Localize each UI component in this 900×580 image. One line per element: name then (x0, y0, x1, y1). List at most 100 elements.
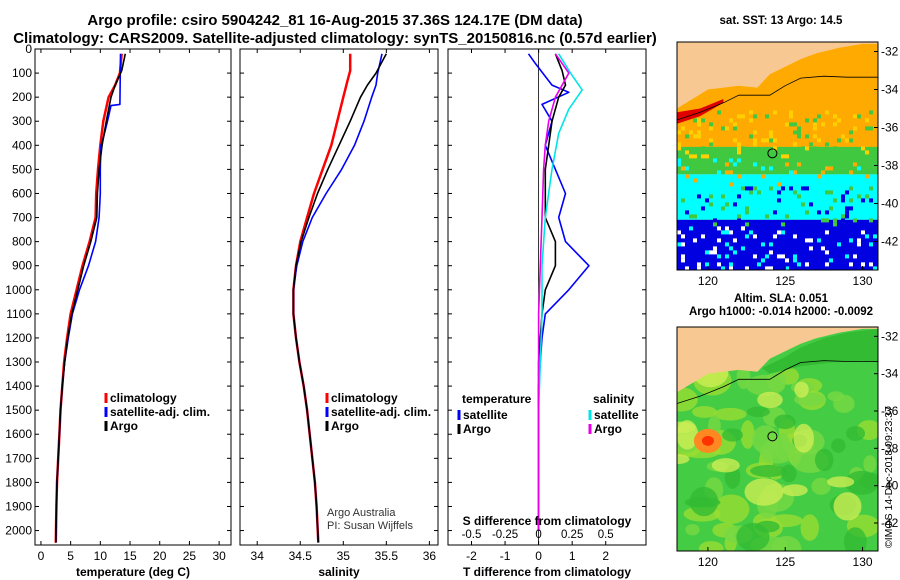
y-tick-label: 500 (12, 162, 32, 176)
sla-blob (794, 381, 809, 398)
sst-pixel (749, 186, 753, 191)
sst-band-green (677, 146, 878, 175)
plot-frame (34, 48, 232, 546)
sst-pixel (793, 258, 797, 263)
y-tick-label: 1800 (5, 475, 32, 489)
sla-blob (685, 524, 700, 536)
sst-pixel (685, 150, 689, 155)
sst-pixel (721, 178, 725, 183)
sst-pixel (797, 162, 801, 167)
sst-pixel (769, 250, 773, 255)
sst-pixel (729, 230, 733, 235)
x-tick-label: 1 (569, 549, 576, 563)
x-tick-label: 35 (337, 549, 351, 563)
sst-pixel (741, 186, 745, 191)
sst-pixel (713, 158, 717, 163)
sst-pixel (681, 126, 685, 131)
sst-pixel (685, 174, 689, 179)
map-body (677, 327, 878, 551)
y-tick-label: 1600 (5, 427, 32, 441)
sst-pixel (853, 126, 857, 131)
x-axis-label: salinity (318, 565, 360, 579)
sst-pixel (697, 266, 701, 270)
sst-pixel (745, 222, 749, 227)
sst-pixel (713, 182, 717, 187)
sst-pixel (841, 194, 845, 199)
sst-pixel (729, 246, 733, 251)
sst-pixel (849, 170, 853, 175)
sst-pixel (737, 146, 741, 151)
difference-panel: -2 -1 0 1 2 T difference from climatology temp… (447, 48, 647, 579)
sla-blob (677, 421, 696, 433)
map-y-tick-label: -34 (881, 367, 899, 381)
land-mass (677, 42, 878, 109)
sst-pixel (853, 218, 857, 223)
sst-pixel (849, 186, 853, 191)
sst-pixel (769, 138, 773, 143)
sst-pixel (833, 146, 837, 151)
sst-pixel (733, 162, 737, 167)
sst-map-title: sat. SST: 13 Argo: 14.5 (719, 15, 843, 27)
sst-pixel (749, 230, 753, 235)
sst-pixel (725, 202, 729, 207)
sst-pixel (833, 198, 837, 203)
sst-pixel (857, 242, 861, 247)
x-tick-label: 35.5 (375, 549, 399, 563)
argo-position-marker (767, 431, 778, 442)
x-axis-label: temperature (deg C) (76, 565, 190, 579)
sst-pixel (777, 182, 781, 187)
sst-pixel (749, 190, 753, 195)
sst-pixel (745, 206, 749, 211)
sst-pixel (833, 114, 837, 119)
sst-pixel (861, 262, 865, 267)
sst-pixel (721, 230, 725, 235)
sst-pixel (781, 186, 785, 191)
y-tick-label: 300 (12, 114, 32, 128)
series-group (54, 53, 127, 543)
sst-pixel (697, 178, 701, 183)
sst-pixel (793, 130, 797, 135)
land-mass (677, 327, 878, 393)
sla-blob (800, 514, 819, 541)
sst-pixel (817, 174, 821, 179)
sst-pixel (845, 222, 849, 227)
x-axis-label: T difference from climatology (463, 565, 631, 579)
x-tick-label: 10 (94, 549, 108, 563)
sst-pixel (749, 118, 753, 123)
sst-pixel (865, 194, 869, 199)
sst-pixel (845, 210, 849, 215)
sst-pixel (697, 194, 701, 199)
sst-pixel (829, 166, 833, 171)
sst-pixel (741, 226, 745, 231)
sst-pixel (677, 162, 681, 167)
sst-pixel (809, 246, 813, 251)
sst-pixel (849, 138, 853, 143)
sst-pixel (717, 170, 721, 175)
sst-pixel (845, 254, 849, 259)
sla-blob (699, 541, 724, 551)
sst-pixel (825, 262, 829, 267)
sst-band-blue (677, 219, 878, 270)
sst-pixel (773, 110, 777, 115)
sst-pixel (693, 238, 697, 243)
map-y-tick-label: -42 (881, 516, 899, 530)
y-tick-label: 400 (12, 138, 32, 152)
sst-pixel (701, 118, 705, 123)
sst-pixel (861, 230, 865, 235)
sst-pixel (845, 206, 849, 211)
map-x-tick-label: 125 (775, 555, 795, 569)
sst-pixel (853, 254, 857, 259)
map-y-tick-label: -40 (881, 479, 899, 493)
sst-pixel (685, 166, 689, 171)
sst-pixel (729, 118, 733, 123)
sst-pixel (825, 142, 829, 147)
sst-pixel (781, 154, 785, 159)
sst-pixel (777, 230, 781, 235)
sst-pixel (781, 254, 785, 259)
secondary-axis-label: S difference from climatology (463, 514, 632, 528)
sst-pixel (797, 262, 801, 267)
y-tick-label: 1100 (6, 307, 32, 321)
sst-pixel (685, 266, 689, 270)
secondary-tick-label: 0.25 (561, 529, 583, 541)
sst-pixel (773, 138, 777, 143)
